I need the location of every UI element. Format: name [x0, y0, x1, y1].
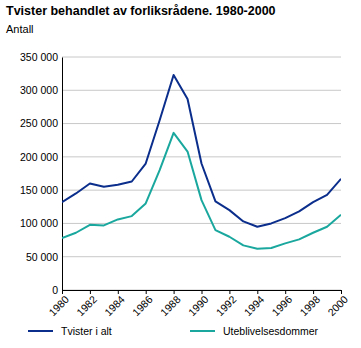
x-tick: 1994: [241, 290, 266, 318]
y-tick-label: 250 000: [20, 117, 58, 129]
x-axis: 1980198219841986198819901992199419961998…: [46, 290, 350, 318]
x-tick-label: 1996: [269, 293, 294, 318]
y-tick-label: 100 000: [20, 217, 58, 229]
grid-line: [62, 190, 341, 191]
grid-line: [62, 156, 341, 157]
y-tick: 50 000: [26, 251, 62, 263]
y-tick-label: 300 000: [20, 84, 58, 96]
x-tick-label: 1994: [241, 293, 266, 318]
grid: [62, 57, 341, 290]
grid-line: [62, 57, 341, 58]
grid-line: [62, 123, 341, 124]
y-tick-label: 150 000: [20, 184, 58, 196]
x-tick: 1984: [102, 290, 127, 318]
chart: Tvister behandlet av forliksrådene. 1980…: [0, 0, 361, 348]
x-tick: 1986: [130, 290, 155, 318]
grid-line: [62, 90, 341, 91]
legend-swatch: [28, 330, 53, 332]
y-tick-label: 0: [52, 284, 58, 296]
x-tick: 1990: [186, 290, 211, 318]
x-tick: 1988: [158, 290, 183, 318]
grid-line: [62, 256, 341, 257]
x-tick-label: 1998: [297, 293, 322, 318]
legend-label: Uteblivelsesdommer: [223, 325, 319, 337]
x-tick: 1992: [213, 290, 238, 318]
y-tick: 150 000: [20, 184, 62, 196]
y-tick: 350 000: [20, 51, 62, 63]
x-tick: 1996: [269, 290, 294, 318]
x-tick: 1980: [46, 290, 71, 318]
x-tick-label: 1984: [102, 293, 127, 318]
y-axis-line: [62, 58, 63, 291]
x-tick-label: 2000: [325, 293, 350, 318]
grid-line: [62, 223, 341, 224]
x-tick-label: 1980: [46, 293, 71, 318]
title: Tvister behandlet av forliksrådene. 1980…: [6, 4, 276, 18]
y-axis: 0 50 000 100 000 150 000 200 000 250 000 300 0…: [20, 51, 62, 296]
y-tick: 300 000: [20, 84, 62, 96]
y-tick-label: 350 000: [20, 51, 58, 63]
y-axis-title: Antall: [6, 23, 34, 35]
y-tick: 100 000: [20, 217, 62, 229]
y-tick-label: 200 000: [20, 151, 58, 163]
x-tick-label: 1982: [74, 293, 99, 318]
x-tick: 2000: [325, 290, 350, 318]
x-tick-label: 1986: [130, 293, 155, 318]
x-tick-label: 1990: [186, 293, 211, 318]
series-line: [62, 133, 341, 249]
y-tick: 250 000: [20, 117, 62, 129]
legend-swatch: [190, 330, 215, 332]
plot: 0 50 000 100 000 150 000 200 000 250 000 300 0…: [20, 51, 350, 318]
series-line: [62, 75, 341, 227]
x-tick-label: 1992: [213, 293, 238, 318]
legend: Tvister i alt Uteblivelsesdommer: [28, 325, 319, 337]
lines: [62, 75, 341, 249]
x-tick-label: 1988: [158, 293, 183, 318]
x-tick: 1982: [74, 290, 99, 318]
legend-label: Tvister i alt: [61, 325, 112, 337]
y-tick: 200 000: [20, 151, 62, 163]
y-tick-label: 50 000: [26, 251, 58, 263]
x-tick: 1998: [297, 290, 322, 318]
